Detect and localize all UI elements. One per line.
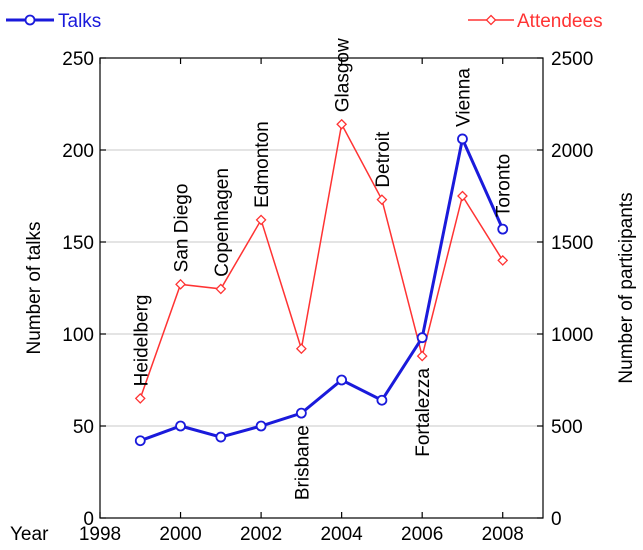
y2-axis-title: Number of participants <box>616 192 637 383</box>
y2-tick-label: 500 <box>551 417 583 438</box>
y-tick-label: 100 <box>62 325 94 346</box>
x-tick-label: 2006 <box>401 524 443 545</box>
y2-tick-label: 1500 <box>551 233 593 254</box>
city-label: Fortalezza <box>413 368 434 457</box>
attendees-point <box>336 118 348 130</box>
x-tick-label: 2004 <box>320 524 363 545</box>
attendees-point <box>376 194 388 206</box>
y2-tick-label: 2500 <box>551 49 593 70</box>
city-label: Copenhagen <box>212 168 233 277</box>
city-label: Toronto <box>494 154 515 217</box>
attendees-point <box>215 283 227 295</box>
talks-point <box>175 420 186 432</box>
talks-point <box>457 133 468 145</box>
x-tick-label: 2002 <box>240 524 282 545</box>
series-layer <box>134 118 509 447</box>
legend-attendees: Attendees <box>468 11 603 32</box>
legend-talks: Talks <box>6 11 101 32</box>
talks-point <box>416 332 428 344</box>
talks-point <box>215 431 227 443</box>
y-axis-title: Number of talks <box>24 221 45 354</box>
y2-tick-label: 1000 <box>551 325 593 346</box>
talks-point <box>376 394 388 406</box>
x-tick-label: 2000 <box>159 524 201 545</box>
city-label: Detroit <box>373 131 394 188</box>
legend-talks-marker <box>24 14 36 26</box>
talks-point <box>497 223 509 235</box>
y-tick-label: 250 <box>62 49 94 70</box>
city-label: San Diego <box>172 184 193 273</box>
talks-point <box>255 420 267 432</box>
y2-tick-label: 2000 <box>551 141 593 162</box>
city-label: Glasgow <box>333 38 354 112</box>
x-tick-label: 1998 <box>79 524 121 545</box>
city-label: Vienna <box>453 68 474 127</box>
attendees-point <box>255 214 267 226</box>
y-tick-label: 200 <box>62 141 94 162</box>
city-label: Heidelberg <box>131 294 152 386</box>
x-axis-prefix: Year <box>10 524 49 545</box>
talks-point <box>336 374 348 386</box>
ticks: 1998 2000 2002 2004 2006 20080501001502002500… <box>62 49 593 545</box>
city-label: Brisbane <box>292 425 313 500</box>
x-tick-label: 2008 <box>482 524 524 545</box>
legend-attendees-marker <box>485 14 497 26</box>
talks-line <box>139 134 505 443</box>
grid <box>100 149 543 427</box>
legend-talks-label: Talks <box>58 11 101 32</box>
city-labels: Heidelberg San Diego Copenhagen Edmonton Bri… <box>131 38 514 500</box>
attendees-point <box>134 392 146 404</box>
attendees-point <box>457 190 468 202</box>
y-tick-label: 0 <box>83 509 94 530</box>
y-tick-label: 50 <box>73 417 94 438</box>
talks-point <box>295 407 307 419</box>
attendees-point <box>295 343 307 355</box>
city-label: Edmonton <box>252 121 273 208</box>
y-tick-label: 150 <box>62 233 94 254</box>
talks-point <box>134 435 146 447</box>
attendees-point <box>175 278 186 290</box>
attendees-point <box>416 350 428 362</box>
plot-frame <box>99 57 544 519</box>
y2-tick-label: 0 <box>551 509 562 530</box>
attendees-point <box>497 254 509 266</box>
attendees-line <box>139 121 504 399</box>
legend-attendees-label: Attendees <box>517 11 603 32</box>
